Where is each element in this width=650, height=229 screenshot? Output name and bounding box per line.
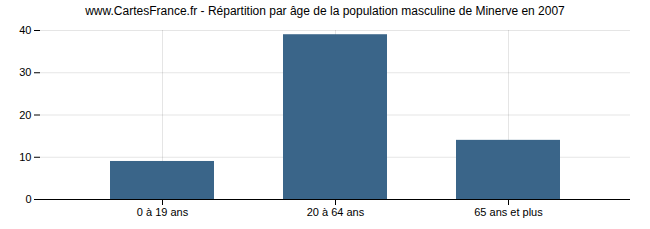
- svg-text:20 à 64 ans: 20 à 64 ans: [307, 206, 365, 218]
- svg-text:40: 40: [19, 24, 31, 36]
- html-text:www.CartesFrance.fr - Répartit: www.CartesFrance.fr - Répartition par âg…: [85, 4, 565, 18]
- svg-text:20: 20: [19, 109, 31, 121]
- svg-text:65 ans et plus: 65 ans et plus: [474, 206, 543, 218]
- svg-text:30: 30: [19, 66, 31, 78]
- svg-text:10: 10: [19, 151, 31, 163]
- svg-text:0 à 19 ans: 0 à 19 ans: [137, 206, 189, 218]
- svg-text:0: 0: [25, 193, 31, 205]
